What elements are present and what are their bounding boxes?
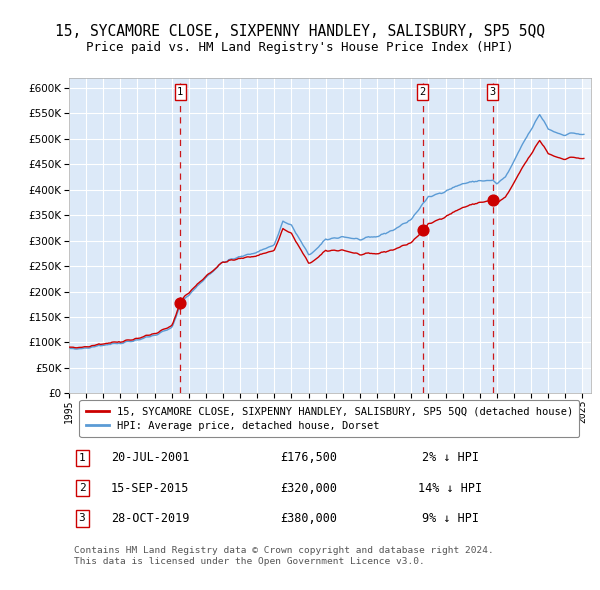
Legend: 15, SYCAMORE CLOSE, SIXPENNY HANDLEY, SALISBURY, SP5 5QQ (detached house), HPI: : 15, SYCAMORE CLOSE, SIXPENNY HANDLEY, SA… [79,400,580,437]
Text: Contains HM Land Registry data © Crown copyright and database right 2024.
This d: Contains HM Land Registry data © Crown c… [74,546,494,566]
Text: 3: 3 [490,87,496,97]
Text: 1: 1 [79,453,85,463]
Text: 15-SEP-2015: 15-SEP-2015 [111,481,189,494]
Text: £320,000: £320,000 [281,481,338,494]
Point [418,226,428,235]
Text: 28-OCT-2019: 28-OCT-2019 [111,512,189,525]
Text: 2: 2 [79,483,85,493]
Text: Price paid vs. HM Land Registry's House Price Index (HPI): Price paid vs. HM Land Registry's House … [86,41,514,54]
Text: £380,000: £380,000 [281,512,338,525]
Text: 2: 2 [419,87,426,97]
Text: 1: 1 [177,87,184,97]
Text: 9% ↓ HPI: 9% ↓ HPI [422,512,479,525]
Text: 3: 3 [79,513,85,523]
Text: 14% ↓ HPI: 14% ↓ HPI [418,481,482,494]
Point [175,299,185,308]
Text: 20-JUL-2001: 20-JUL-2001 [111,451,189,464]
Point [488,195,497,205]
Text: 15, SYCAMORE CLOSE, SIXPENNY HANDLEY, SALISBURY, SP5 5QQ: 15, SYCAMORE CLOSE, SIXPENNY HANDLEY, SA… [55,24,545,38]
Polygon shape [583,78,591,394]
Text: £176,500: £176,500 [281,451,338,464]
Text: 2% ↓ HPI: 2% ↓ HPI [422,451,479,464]
